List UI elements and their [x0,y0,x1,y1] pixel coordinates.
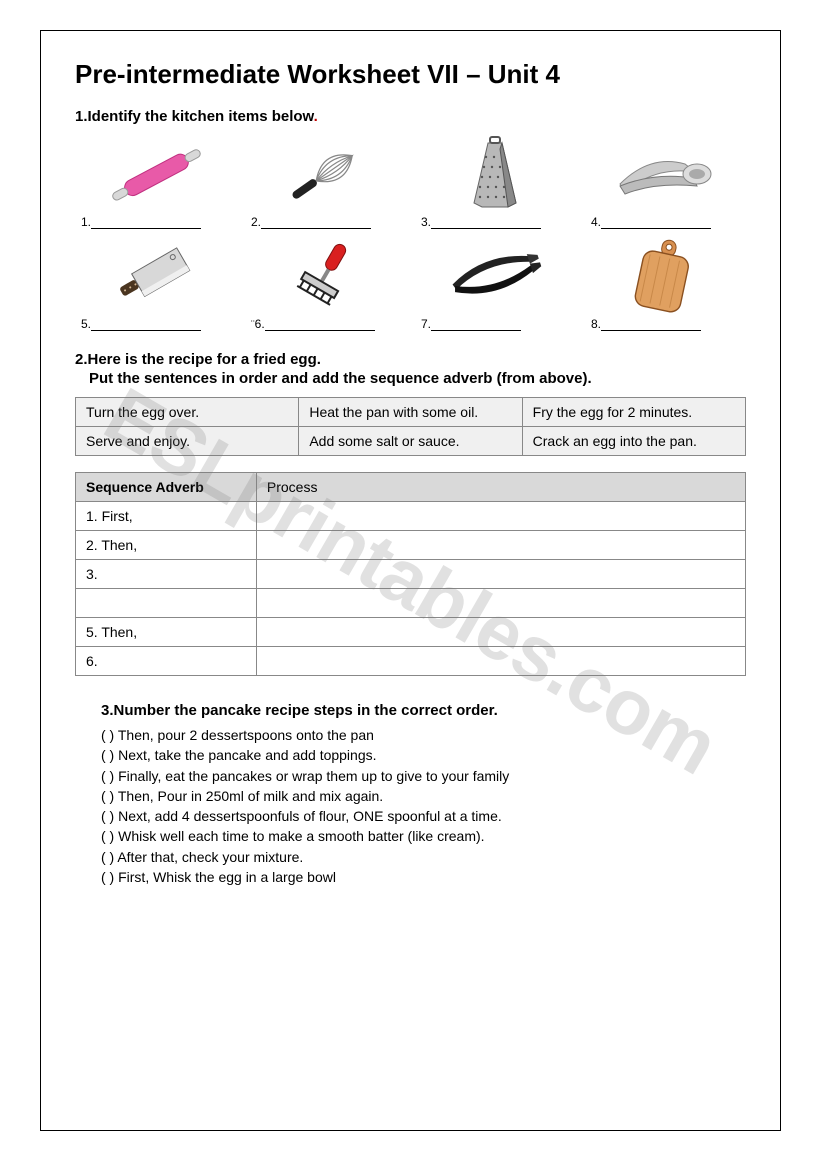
recipe-step[interactable]: ( ) After that, check your mixture. [101,847,746,867]
seq-adverb-cell[interactable]: 2. Then, [76,531,257,560]
section2-heading-line2: Put the sentences in order and add the s… [89,370,746,387]
recipe-cell: Add some salt or sauce. [299,427,522,456]
recipe-step[interactable]: ( ) Next, take the pancake and add toppi… [101,745,746,765]
red-dot-icon: . [494,702,498,719]
tongs-icon [415,237,576,315]
seq-process-cell[interactable] [256,618,745,647]
seq-process-cell[interactable] [256,560,745,589]
seq-header-process: Process [256,473,745,502]
recipe-table: Turn the egg over. Heat the pan with som… [75,397,746,456]
section3: 3.Number the pancake recipe steps in the… [75,702,746,887]
item-5: 5. [75,237,236,331]
recipe-step[interactable]: ( ) Then, Pour in 250ml of milk and mix … [101,786,746,806]
section2-heading-line1: 2.Here is the recipe for a fried egg. [75,351,746,368]
cutting-board-icon [585,237,746,315]
item-7: 7. [415,237,576,331]
red-dot-icon: . [314,108,318,125]
item-2: 2. [245,135,406,229]
recipe-cell: Crack an egg into the pan. [522,427,745,456]
seq-process-cell[interactable] [256,589,745,618]
items-row-1: 1. 2. [75,135,746,229]
seq-process-cell[interactable] [256,502,745,531]
section3-heading: 3.Number the pancake recipe steps in the… [101,702,746,719]
recipe-cell: Serve and enjoy. [76,427,299,456]
grater-icon [415,135,576,213]
section1-heading: 1.Identify the kitchen items below. [75,108,746,125]
page-title: Pre-intermediate Worksheet VII – Unit 4 [75,59,746,90]
rolling-pin-icon [75,135,236,213]
seq-process-cell[interactable] [256,647,745,676]
seq-adverb-cell[interactable]: 6. [76,647,257,676]
item-6: ¨6. [245,237,406,331]
item-3: 3. [415,135,576,229]
recipe-step[interactable]: ( ) First, Whisk the egg in a large bowl [101,867,746,887]
cleaver-icon [75,237,236,315]
recipe-step[interactable]: ( ) Next, add 4 dessertspoonfuls of flou… [101,806,746,826]
seq-adverb-cell[interactable] [76,589,257,618]
masher-icon [245,237,406,315]
item-1: 1. [75,135,236,229]
recipe-step[interactable]: ( ) Then, pour 2 dessertspoons onto the … [101,725,746,745]
seq-header-adverb: Sequence Adverb [76,473,257,502]
items-row-2: 5. ¨6. [75,237,746,331]
seq-adverb-cell[interactable]: 3. [76,560,257,589]
seq-adverb-cell[interactable]: 5. Then, [76,618,257,647]
recipe-cell: Turn the egg over. [76,398,299,427]
whisk-icon [245,135,406,213]
item-8: 8. [585,237,746,331]
recipe-step[interactable]: ( ) Finally, eat the pancakes or wrap th… [101,766,746,786]
recipe-cell: Fry the egg for 2 minutes. [522,398,745,427]
garlic-press-icon [585,135,746,213]
seq-process-cell[interactable] [256,531,745,560]
item-4: 4. [585,135,746,229]
seq-adverb-cell[interactable]: 1. First, [76,502,257,531]
recipe-cell: Heat the pan with some oil. [299,398,522,427]
recipe-step[interactable]: ( ) Whisk well each time to make a smoot… [101,826,746,846]
sequence-table: Sequence Adverb Process 1. First, 2. The… [75,472,746,676]
